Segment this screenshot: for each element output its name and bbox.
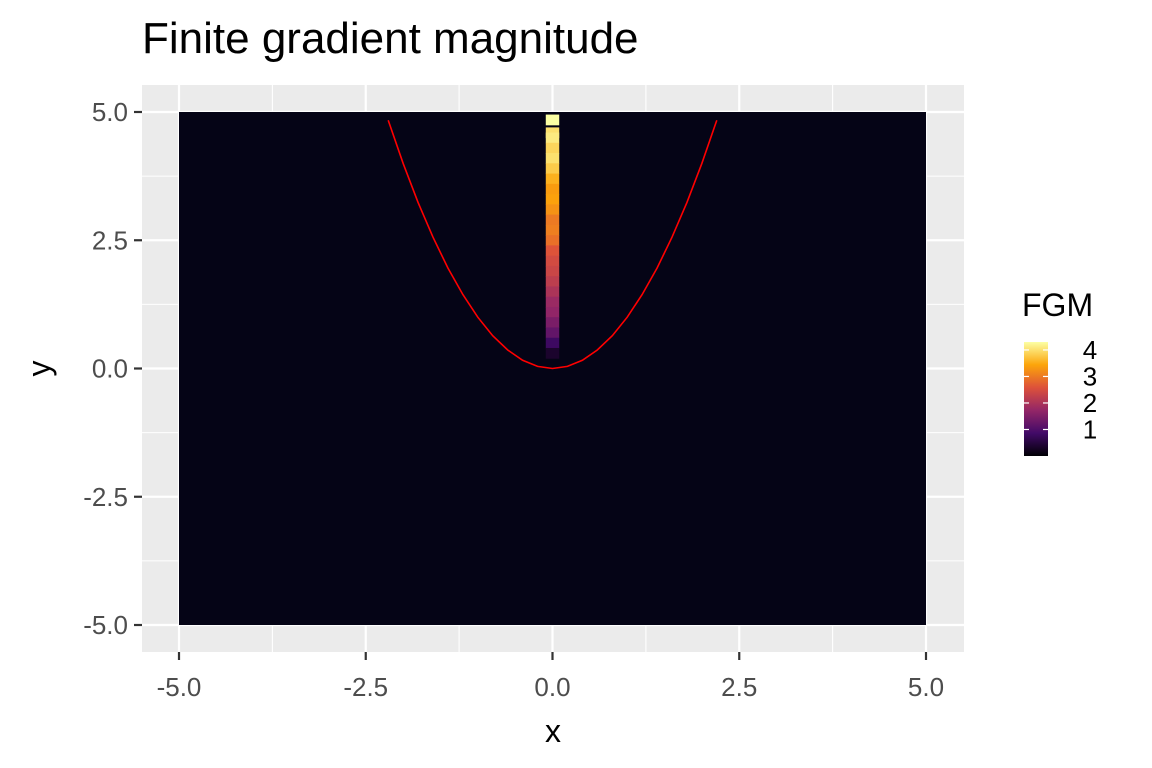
y-tick-label: 2.5	[92, 225, 128, 255]
heatmap-cell	[545, 183, 560, 195]
heatmap-cell	[545, 255, 560, 267]
x-tick-label: 5.0	[908, 672, 944, 702]
legend-label: 2	[1083, 388, 1097, 418]
legend-colorbar	[1024, 342, 1048, 456]
heatmap-cell	[545, 276, 560, 287]
heatmap-cell	[545, 153, 560, 164]
x-tick-label: 0.0	[534, 672, 570, 702]
heatmap-cell	[545, 296, 560, 308]
legend-label: 3	[1083, 361, 1097, 391]
heatmap-cell	[545, 317, 560, 328]
heatmap-cell	[545, 265, 560, 277]
red-curve	[387, 119, 718, 370]
heatmap-cell	[545, 337, 560, 349]
legend-title: FGM	[1022, 287, 1093, 323]
y-tick-label: -2.5	[83, 482, 128, 512]
y-tick-label: -5.0	[83, 610, 128, 640]
heatmap-cell	[545, 142, 560, 154]
heatmap-cell	[545, 132, 560, 144]
axis-ticks: -5.0 -2.5 0.0 2.5 5.0 5.0 2.5 0.0 -2.5 -5.0	[83, 97, 944, 702]
heatmap-cell	[545, 327, 560, 339]
heatmap-cell	[545, 173, 560, 185]
x-tick-label: -5.0	[157, 672, 202, 702]
y-tick-label: 5.0	[92, 97, 128, 127]
heatmap-cell	[545, 235, 560, 246]
y-axis-title: y	[21, 361, 57, 377]
heatmap-cell	[545, 204, 560, 216]
heatmap-cell	[545, 286, 560, 298]
heatmap-cell	[545, 306, 560, 318]
heatmap-cell	[545, 194, 560, 205]
chart-title: Finite gradient magnitude	[142, 14, 639, 63]
y-tick-label: 0.0	[92, 354, 128, 384]
heatmap-cell	[545, 245, 560, 257]
heatmap-cell	[545, 347, 560, 359]
x-tick-label: 2.5	[721, 672, 757, 702]
legend-label: 4	[1083, 335, 1097, 365]
heatmap-cells	[545, 114, 560, 359]
legend-label: 1	[1083, 414, 1097, 444]
x-tick-label: -2.5	[343, 672, 388, 702]
heatmap-cell	[545, 114, 560, 126]
heatmap-cell	[545, 214, 560, 226]
x-axis-title: x	[545, 713, 561, 749]
heatmap-cell	[545, 163, 560, 175]
heatmap-cell	[545, 224, 560, 236]
